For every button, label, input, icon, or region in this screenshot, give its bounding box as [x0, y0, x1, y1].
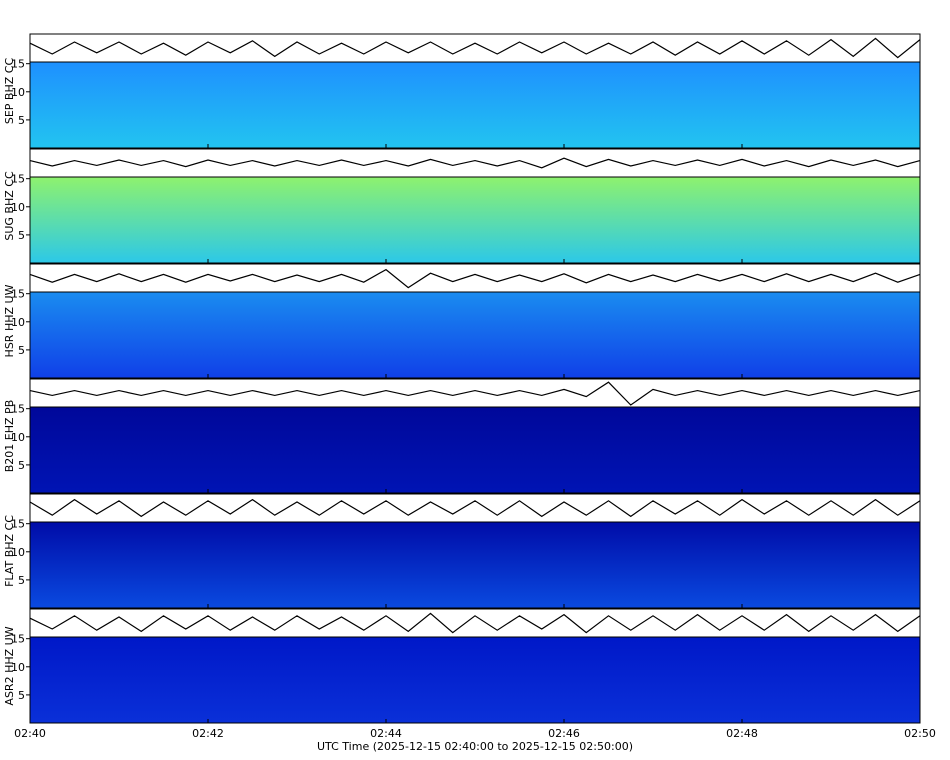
waveform-frame — [29, 493, 921, 523]
y-tick-label: 15 — [11, 403, 25, 416]
spectrogram — [29, 636, 921, 724]
y-tick-label: 10 — [11, 661, 25, 674]
y-tick-label: 10 — [11, 431, 25, 444]
station-label: SEP BHZ CC — [3, 58, 16, 125]
y-tick-label: 10 — [11, 201, 25, 214]
y-tick-label: 15 — [11, 58, 25, 71]
station-label: SUG BHZ CC — [3, 171, 16, 241]
y-tick-label: 5 — [18, 114, 25, 127]
y-tick-label: 5 — [18, 229, 25, 242]
station-label: FLAT BHZ CC — [3, 515, 16, 587]
x-tick-label: 02:42 — [192, 727, 224, 740]
y-tick-label: 10 — [11, 546, 25, 559]
y-tick-label: 15 — [11, 173, 25, 186]
y-tick-label: 10 — [11, 86, 25, 99]
waveform — [29, 268, 921, 289]
y-tick-label: 5 — [18, 344, 25, 357]
waveform-frame — [29, 148, 921, 178]
spectrogram — [29, 291, 921, 379]
x-axis-label: UTC Time (2025-12-15 02:40:00 to 2025-12… — [317, 740, 633, 753]
waveform-frame — [29, 263, 921, 293]
waveform — [29, 498, 921, 518]
y-tick-label: 15 — [11, 288, 25, 301]
waveform — [29, 37, 921, 59]
waveform-frame — [29, 33, 921, 63]
x-tick-label: 02:46 — [548, 727, 580, 740]
waveform-frame — [29, 608, 921, 638]
y-tick-label: 5 — [18, 459, 25, 472]
station-label: HSR HHZ UW — [3, 284, 16, 357]
waveform — [29, 381, 921, 406]
x-tick-label: 02:44 — [370, 727, 402, 740]
x-tick-label: 02:50 — [904, 727, 936, 740]
y-tick-label: 5 — [18, 689, 25, 702]
spectrogram — [29, 176, 921, 264]
spectrogram — [29, 406, 921, 494]
waveform — [29, 157, 921, 169]
y-tick-label: 5 — [18, 574, 25, 587]
waveform-frame — [29, 378, 921, 408]
station-label: B201 EHZ PB — [3, 400, 16, 472]
waveform — [29, 612, 921, 634]
station-label: ASR2 HHZ UW — [3, 626, 16, 705]
spectrogram — [29, 521, 921, 609]
x-tick-label: 02:40 — [14, 727, 46, 740]
y-tick-label: 15 — [11, 518, 25, 531]
y-tick-label: 10 — [11, 316, 25, 329]
y-tick-label: 15 — [11, 633, 25, 646]
x-tick-label: 02:48 — [726, 727, 758, 740]
spectrogram — [29, 61, 921, 149]
